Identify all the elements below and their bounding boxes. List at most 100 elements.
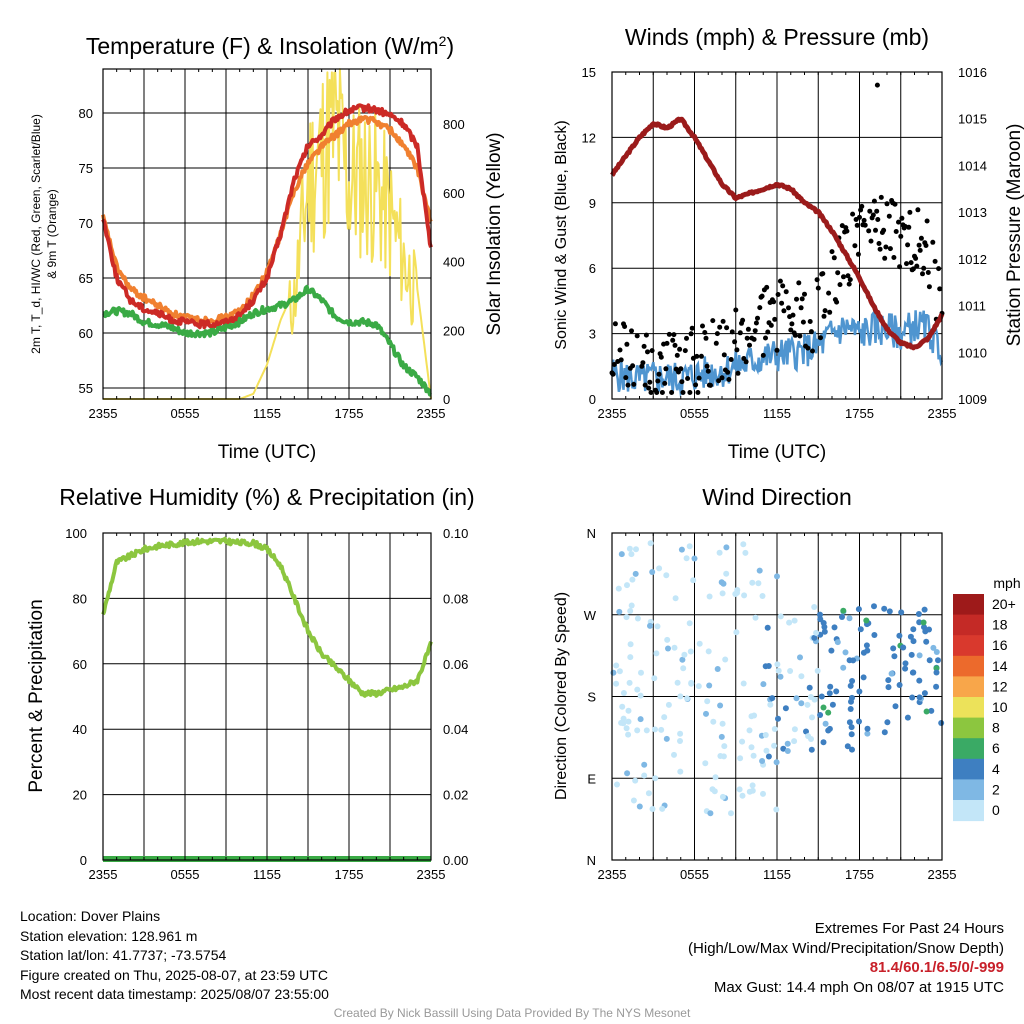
wdir-point [614,781,620,788]
wdir-point [890,645,897,652]
wind-y2-tick-7: 1016 [958,65,987,80]
wdir-point [656,565,663,572]
wind-gust-point [859,203,865,209]
wdir-point [920,619,927,626]
wdir-point [803,728,809,735]
station-location: Location: Dover Plains [20,908,161,924]
wdir-point [769,695,776,702]
wdir-point [684,695,690,702]
wdir-point [791,726,798,733]
legend-swatch-8 [953,758,984,780]
wdir-point [610,669,617,676]
wind-gust-point [737,330,743,336]
rh-x-tick-4: 2355 [417,867,446,882]
wdir-point [884,719,891,726]
wdir-point [777,613,784,620]
wdir-point [809,714,815,721]
wdir-point [691,555,698,562]
wdir-point [652,726,658,733]
wind-gust-point [734,347,740,353]
wdir-point [677,768,684,775]
wdir-point [848,731,855,738]
wdir-point [798,673,805,680]
wdir-point [921,606,928,613]
wdir-point [881,729,888,736]
wdir-point [871,632,878,638]
rh-x-tick-0: 2355 [89,867,118,882]
wdir-point [767,701,774,708]
wind-gust-point [642,382,648,388]
wdir-point [896,632,903,639]
temp-y-tick-2: 65 [79,271,93,286]
wind-gust-point [645,349,650,355]
wind-gust-point [719,375,725,381]
wind-gust-point [799,296,805,302]
wdir-point [933,665,940,672]
wind-gust-point [656,371,662,377]
wdir-point [630,797,637,804]
wdir-point [683,555,690,562]
temp-xlabel: Time (UTC) [218,442,317,463]
wdir-point [898,609,905,616]
wdir-point [933,669,940,676]
legend-swatch-4 [953,676,984,698]
wdir-point [892,703,899,710]
wind-gust-point [916,242,922,248]
wdir-point [665,645,671,652]
wind-gust-point [893,229,899,234]
wdir-point [720,580,727,587]
wdir-point [752,614,759,621]
wdir-point [680,665,687,672]
wdir-point [628,551,635,558]
temp-series-td [102,284,432,397]
wdir-point [840,607,847,614]
wind-y2-tick-1: 1010 [958,345,987,360]
wdir-point [784,748,791,754]
wind-gust-point [764,284,770,290]
wdir-point [811,604,818,610]
wdir-point [896,682,903,688]
temp-x-tick-4: 2355 [417,406,446,421]
wind-gust-point [753,320,759,326]
extremes-values: 81.4/60.1/6.5/0/-999 [869,959,1004,976]
wind-gust-point [923,243,929,248]
legend-label-6: 8 [992,720,1000,736]
wdir-point [695,683,702,690]
wdir-point [690,577,697,584]
wdir-point [659,805,666,812]
wdir-point [739,792,746,799]
wind-gust-point [910,266,916,272]
extremes-box: Extremes For Past 24 Hours (High/Low/Max… [688,919,1004,997]
wdir-point [647,540,654,547]
wdir-point [688,680,695,687]
legend-label-0: 20+ [992,596,1016,612]
wind-gust-point [871,198,877,204]
wind-gust-point [700,323,705,329]
wdir-point [737,755,744,762]
wdir-point [864,730,871,737]
wind-gust-point [765,329,771,335]
wind-gust-point [677,346,683,352]
temp-y2-tick-1: 200 [443,323,465,338]
legend-label-1: 18 [992,617,1008,633]
wdir-point [686,620,693,627]
wdir-point [891,653,898,660]
wind-x-tick-4: 2355 [928,406,957,421]
wdir-point [846,719,853,726]
wind-gust-point [920,271,925,277]
wdir-point [721,743,728,750]
wdir-point [763,747,770,754]
wind-gust-point [655,378,661,384]
wdir-point [844,743,851,750]
wind-gust-point [659,390,665,395]
temp-y2-tick-3: 600 [443,186,465,201]
wdir-point [736,786,743,793]
wdir-point [863,642,870,649]
wdir-point [623,614,630,621]
wdir-point [716,549,723,556]
wdir-point [749,579,756,586]
wdir-point [842,649,849,656]
wdir-point [839,614,845,620]
wind-gust-point [857,214,862,220]
wdir-point [916,677,923,684]
